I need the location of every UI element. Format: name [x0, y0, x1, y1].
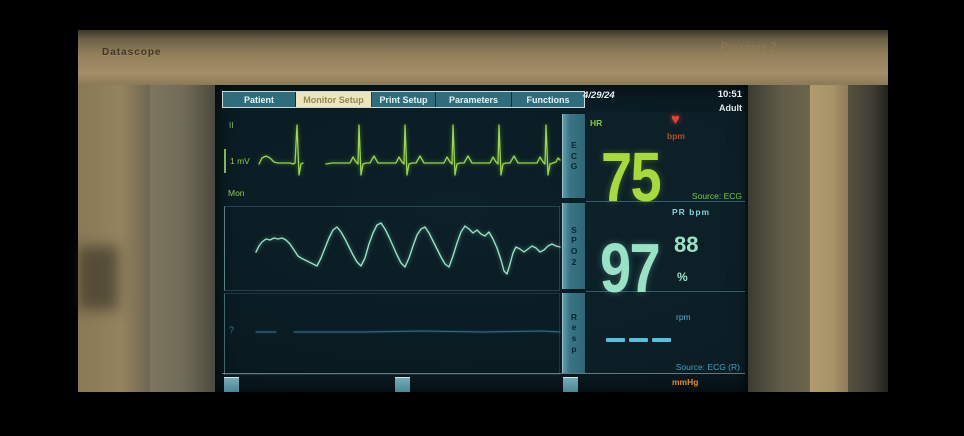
ecg-mode-label: Mon	[228, 188, 245, 198]
resp-waveform	[255, 330, 561, 333]
bottom-button-2[interactable]	[395, 377, 410, 393]
bottom-button-1[interactable]	[224, 377, 239, 393]
spo2-unit-label: %	[677, 270, 688, 284]
bottom-divider	[222, 373, 745, 374]
resp-dash	[606, 338, 625, 342]
resp-source-label: Source: ECG (R)	[675, 362, 740, 372]
monitor-bezel-right	[810, 85, 848, 392]
menu-bar: Patient Monitor Setup Print Setup Parameter…	[222, 91, 585, 108]
hr-unit-label: bpm	[667, 131, 685, 141]
spo2-wave-frame	[224, 206, 560, 291]
hr-value: 75	[601, 138, 662, 216]
bezel-model-label: Passport 2	[720, 39, 776, 54]
resp-channel-button[interactable]: R e s p	[562, 293, 585, 373]
spo2-waveform	[255, 222, 561, 275]
hr-label: HR	[590, 118, 603, 128]
spo2-channel-button[interactable]: S P O 2	[562, 203, 585, 289]
tab-patient[interactable]: Patient	[223, 92, 296, 107]
ecg-lead-label: II	[229, 121, 234, 130]
pr-bpm-label: PR bpm	[672, 207, 711, 217]
ecg-gain-label: 1 mV	[230, 156, 250, 166]
patient-mode-label: Adult	[719, 103, 742, 113]
spo2-value: 97	[600, 229, 661, 307]
ecg-waveform	[258, 124, 561, 176]
resp-dash	[652, 338, 671, 342]
hr-source-label: Source: ECG	[691, 191, 742, 201]
pr-value: 88	[674, 232, 699, 257]
letterbox-top	[0, 0, 964, 30]
resp-no-signal-mark: ?	[229, 325, 235, 335]
panel-divider	[586, 291, 745, 292]
monitor-bezel-right-edge	[848, 85, 888, 392]
panel-divider	[586, 201, 745, 202]
tab-monitor-setup[interactable]: Monitor Setup	[296, 92, 372, 107]
date-display: 4/29/24	[583, 90, 615, 101]
tab-parameters[interactable]: Parameters	[436, 92, 512, 107]
bottom-button-3[interactable]	[563, 377, 578, 393]
time-display: 10:51	[717, 89, 742, 100]
letterbox-bottom	[0, 392, 964, 436]
nibp-unit-label: mmHg	[672, 377, 699, 387]
resp-value-dashes	[606, 338, 671, 342]
heart-icon: ♥	[671, 111, 680, 128]
bezel-shadow	[78, 246, 118, 310]
resp-unit-label: rpm	[676, 312, 691, 322]
tab-print-setup[interactable]: Print Setup	[372, 92, 436, 107]
monitor-bezel-top	[78, 30, 888, 85]
monitor-bezel-left-inner	[150, 85, 215, 392]
ecg-channel-button[interactable]: E C G	[562, 114, 585, 198]
spo2-zone	[586, 203, 745, 290]
monitor-bezel-left	[78, 85, 150, 392]
resp-wave-frame	[224, 293, 560, 375]
bezel-brand-label: Datascope	[102, 47, 162, 58]
monitor-bezel-right-inner	[748, 85, 810, 392]
hr-zone	[586, 112, 745, 201]
resp-dash	[629, 338, 648, 342]
ecg-calibration-bar	[224, 149, 226, 173]
tab-functions[interactable]: Functions	[526, 94, 570, 105]
resp-zone	[586, 293, 745, 373]
